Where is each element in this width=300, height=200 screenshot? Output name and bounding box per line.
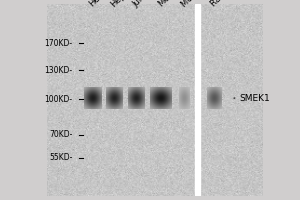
Text: 55KD-: 55KD- [49,153,72,162]
Text: 130KD-: 130KD- [44,66,72,75]
Text: HeLa: HeLa [88,0,109,9]
Text: Jurkat: Jurkat [131,0,154,9]
Text: HepG2: HepG2 [109,0,136,9]
Bar [195,4,200,196]
Text: 100KD-: 100KD- [44,95,72,104]
Text: Rat brain: Rat brain [208,0,242,9]
Text: 70KD-: 70KD- [49,130,72,139]
Text: SMEK1: SMEK1 [240,94,271,103]
Text: MCF7: MCF7 [156,0,178,9]
Text: 170KD-: 170KD- [44,39,72,48]
Text: Mouse spleen: Mouse spleen [179,0,227,9]
